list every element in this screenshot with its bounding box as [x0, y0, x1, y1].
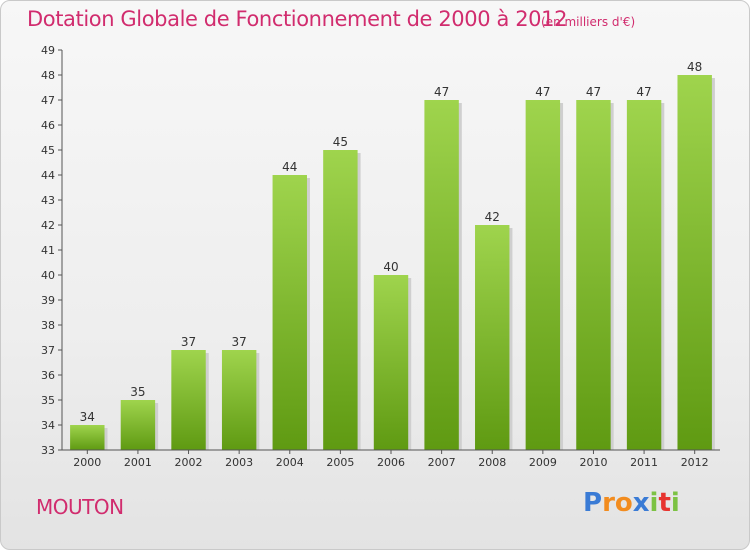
logo-letter: i — [649, 488, 659, 518]
y-tick-label: 38 — [41, 319, 55, 332]
x-tick-label: 2004 — [276, 456, 304, 469]
bars-group — [70, 75, 715, 450]
bar-value-label: 45 — [333, 135, 348, 149]
x-tick-label: 2002 — [175, 456, 203, 469]
bar-value-label: 34 — [80, 410, 95, 424]
y-tick-label: 49 — [41, 44, 55, 57]
bar-value-label: 48 — [687, 60, 702, 74]
commune-name: MOUTON — [36, 495, 124, 519]
bar-2012 — [677, 75, 712, 450]
bar-2009 — [525, 100, 561, 450]
bar-2002 — [171, 350, 206, 450]
y-tick-label: 46 — [41, 119, 55, 132]
chart-title: Dotation Globale de Fonctionnement de 20… — [27, 7, 568, 31]
y-tick-label: 34 — [41, 419, 55, 432]
x-tick-label: 2000 — [73, 456, 101, 469]
bar-2007 — [424, 100, 459, 450]
logo-letter: r — [602, 488, 615, 518]
labels-group: 34 35 37 37 44 45 40 47 42 47 47 47 48 — [80, 60, 703, 424]
x-tick-label: 2008 — [478, 456, 506, 469]
bar-2010 — [576, 100, 611, 450]
bar-value-label: 44 — [282, 160, 297, 174]
bar-2004 — [272, 175, 307, 450]
axes-group: 33 34 35 36 37 38 39 40 41 42 43 44 45 46 47 48 49 2000 20… — [41, 44, 720, 469]
logo-letter: i — [670, 488, 680, 518]
bar-2006 — [373, 275, 409, 450]
y-tick-label: 42 — [41, 219, 55, 232]
y-tick-label: 40 — [41, 269, 55, 282]
x-tick-label: 2011 — [630, 456, 658, 469]
bar-value-label: 37 — [181, 335, 196, 349]
bar-value-label: 40 — [383, 260, 398, 274]
x-tick-label: 2009 — [529, 456, 557, 469]
y-tick-label: 37 — [41, 344, 55, 357]
y-tick-label: 43 — [41, 194, 55, 207]
y-tick-label: 44 — [41, 169, 55, 182]
y-tick-label: 33 — [41, 444, 55, 457]
x-tick-label: 2010 — [579, 456, 607, 469]
x-tick-label: 2005 — [326, 456, 354, 469]
bar-value-label: 47 — [586, 85, 601, 99]
logo-letter: t — [658, 488, 671, 518]
bar-value-label: 35 — [130, 385, 145, 399]
bar-value-label: 47 — [636, 85, 651, 99]
bar-2003 — [221, 350, 257, 450]
bar-value-label: 37 — [232, 335, 247, 349]
bar-2008 — [475, 225, 510, 450]
y-tick-label: 36 — [41, 369, 55, 382]
x-tick-label: 2006 — [377, 456, 405, 469]
chart-unit: (en milliers d'€) — [541, 15, 636, 29]
x-tick-label: 2007 — [428, 456, 456, 469]
bar-2000 — [70, 425, 105, 450]
x-tick-label: 2001 — [124, 456, 152, 469]
y-tick-label: 35 — [41, 394, 55, 407]
bar-value-label: 42 — [485, 210, 500, 224]
y-tick-label: 48 — [41, 69, 55, 82]
bar-2011 — [626, 100, 662, 450]
x-tick-label: 2012 — [681, 456, 709, 469]
y-tick-label: 39 — [41, 294, 55, 307]
x-tick-label: 2003 — [225, 456, 253, 469]
logo-letter: o — [614, 488, 633, 518]
y-tick-label: 45 — [41, 144, 55, 157]
bar-2005 — [323, 150, 358, 450]
bar-2001 — [120, 400, 156, 450]
bar-value-label: 47 — [535, 85, 550, 99]
y-tick-label: 41 — [41, 244, 55, 257]
y-tick-label: 47 — [41, 94, 55, 107]
proxiti-logo[interactable]: Proxiti — [583, 488, 680, 518]
logo-letter: P — [583, 488, 603, 518]
logo-letter: x — [632, 488, 650, 518]
bar-value-label: 47 — [434, 85, 449, 99]
